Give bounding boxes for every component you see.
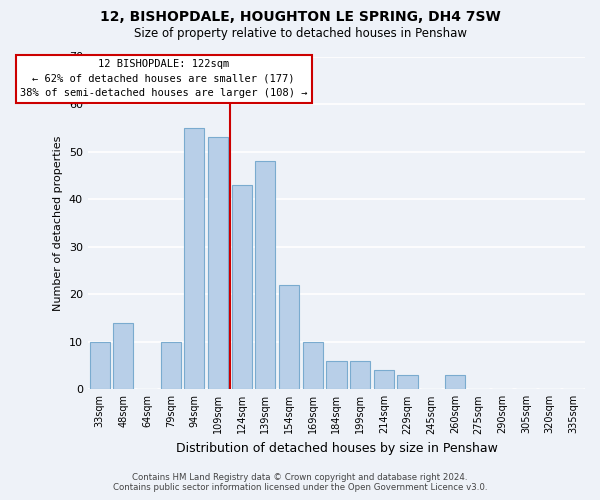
Y-axis label: Number of detached properties: Number of detached properties	[53, 135, 64, 310]
Bar	[208, 138, 228, 390]
Bar	[445, 375, 465, 390]
Bar	[326, 361, 347, 390]
Text: 12, BISHOPDALE, HOUGHTON LE SPRING, DH4 7SW: 12, BISHOPDALE, HOUGHTON LE SPRING, DH4 …	[100, 10, 500, 24]
Bar	[232, 185, 252, 390]
Bar	[161, 342, 181, 390]
Bar	[374, 370, 394, 390]
Bar	[184, 128, 205, 390]
Bar	[350, 361, 370, 390]
Text: Size of property relative to detached houses in Penshaw: Size of property relative to detached ho…	[133, 28, 467, 40]
Text: Contains HM Land Registry data © Crown copyright and database right 2024.
Contai: Contains HM Land Registry data © Crown c…	[113, 473, 487, 492]
Bar	[279, 284, 299, 390]
Bar	[303, 342, 323, 390]
Bar	[397, 375, 418, 390]
X-axis label: Distribution of detached houses by size in Penshaw: Distribution of detached houses by size …	[176, 442, 497, 455]
Bar	[113, 322, 133, 390]
Bar	[256, 161, 275, 390]
Text: 12 BISHOPDALE: 122sqm
← 62% of detached houses are smaller (177)
38% of semi-det: 12 BISHOPDALE: 122sqm ← 62% of detached …	[20, 59, 307, 98]
Bar	[89, 342, 110, 390]
